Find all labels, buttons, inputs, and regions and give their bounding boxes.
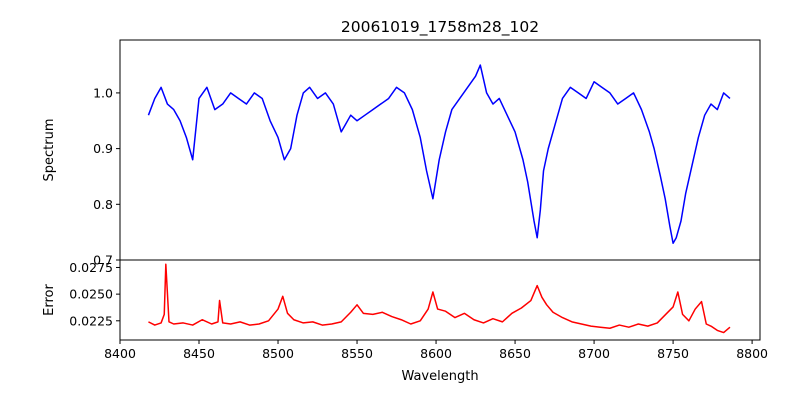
error-y-tick-label: 0.0250	[69, 287, 113, 302]
x-axis-label: Wavelength	[401, 369, 478, 384]
spectrum-y-axis-label: Spectrum	[42, 119, 57, 182]
x-tick-label: 8400	[104, 346, 136, 361]
x-tick-label: 8750	[657, 346, 689, 361]
x-tick-label: 8650	[499, 346, 531, 361]
spectrum-y-tick-label: 0.9	[93, 141, 113, 156]
wavelength-x-axis: 8400 8450 8500 8550 8600 8650 8700 8750 8800	[104, 340, 768, 361]
spectrum-y-tick-label: 0.8	[93, 197, 113, 212]
x-tick-label: 8550	[341, 346, 373, 361]
spectrum-y-tick-label: 1.0	[93, 85, 113, 100]
error-series-line	[148, 263, 731, 334]
error-y-axis: 0.0225 0.0250 0.0275	[69, 260, 120, 328]
x-tick-label: 8800	[736, 346, 768, 361]
error-plot-area	[120, 260, 760, 340]
error-y-tick-label: 0.0225	[69, 313, 113, 328]
spectrum-plot-area	[120, 40, 760, 260]
spectrum-y-axis: 0.7 0.8 0.9 1.0	[93, 85, 120, 268]
error-axes-frame	[119, 259, 761, 341]
x-tick-label: 8700	[578, 346, 610, 361]
x-tick-label: 8600	[420, 346, 452, 361]
x-tick-label: 8450	[183, 346, 215, 361]
spectrum-panel: 0.7 0.8 0.9 1.0 Spectrum	[42, 39, 761, 268]
error-y-tick-label: 0.0275	[69, 260, 113, 275]
chart-title: 20061019_1758m28_102	[341, 18, 539, 37]
x-tick-label: 8500	[262, 346, 294, 361]
spectrum-y-tick-label: 0.7	[93, 253, 113, 268]
error-y-axis-label: Error	[42, 284, 57, 316]
spectrum-series-line	[147, 64, 731, 245]
